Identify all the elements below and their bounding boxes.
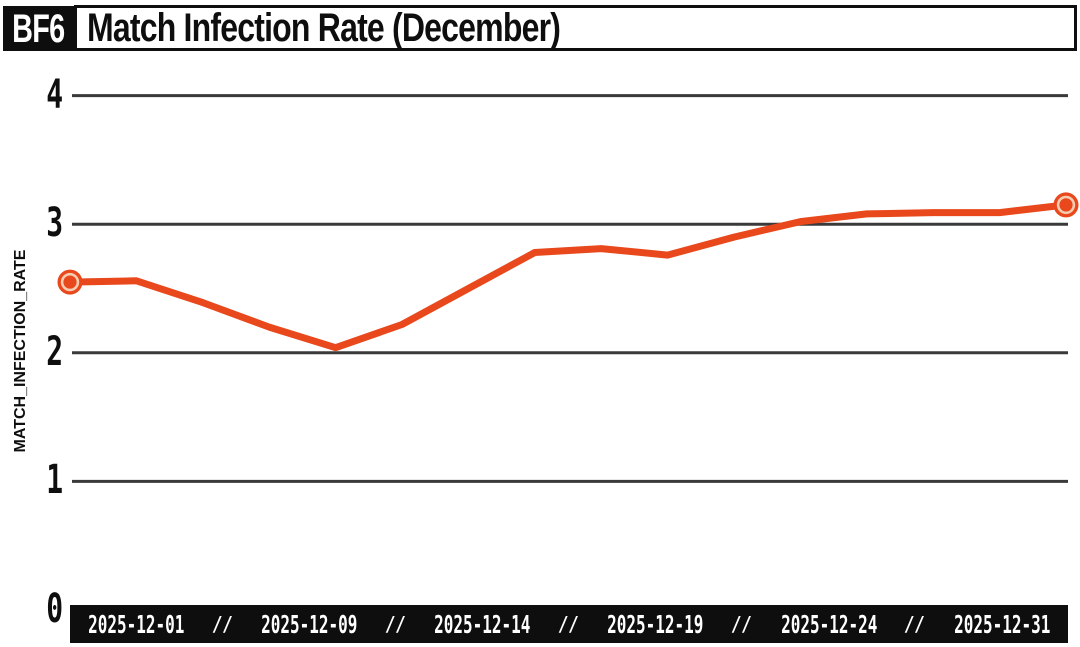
endpoint-marker-core xyxy=(63,275,77,289)
y-tick-value: 2 xyxy=(46,328,63,375)
x-tick-separator: // xyxy=(212,612,233,636)
bf6-badge: BF6 xyxy=(3,6,74,51)
y-tick-value: 3 xyxy=(46,200,63,247)
x-tick-date: 2025-12-09 xyxy=(261,609,358,639)
y-tick-value: 4 xyxy=(46,71,63,118)
x-tick-separator: // xyxy=(385,612,407,636)
x-tick-label: 2025-12-19 xyxy=(604,612,708,637)
y-tick-value: 1 xyxy=(46,457,63,504)
x-tick-label: 2025-12-24 xyxy=(777,612,881,637)
x-tick-label: 2025-12-31 xyxy=(950,612,1054,637)
x-tick-label: 2025-12-01 xyxy=(84,612,188,637)
y-tick-label: 1 xyxy=(0,461,63,501)
endpoint-marker-core xyxy=(1059,198,1073,212)
x-tick-separator: // xyxy=(731,612,753,636)
x-tick-date: 2025-12-14 xyxy=(434,609,531,639)
y-tick-label: 4 xyxy=(0,75,63,115)
x-tick-date: 2025-12-19 xyxy=(607,609,704,639)
bf6-badge-label: BF6 xyxy=(12,6,65,51)
x-tick-date: 2025-12-24 xyxy=(780,609,877,639)
x-tick-date: 2025-12-01 xyxy=(87,609,185,639)
chart-title-box: Match Infection Rate (December) xyxy=(74,5,1077,51)
y-tick-value: 0 xyxy=(46,586,63,633)
x-tick-label: 2025-12-09 xyxy=(257,612,361,637)
y-tick-label: 3 xyxy=(0,203,63,243)
x-tick-separator: // xyxy=(905,612,926,636)
y-tick-label: 2 xyxy=(0,332,63,372)
chart-title: Match Infection Rate (December) xyxy=(87,6,561,50)
y-tick-label: 0 xyxy=(0,589,63,629)
data-line xyxy=(66,201,1070,352)
x-axis-bar: 2025-12-01 // 2025-12-09 // 2025-12-14 // 2025… xyxy=(70,605,1068,643)
x-tick-separator: // xyxy=(558,612,580,636)
x-tick-date: 2025-12-31 xyxy=(953,609,1051,639)
x-tick-label: 2025-12-14 xyxy=(430,612,534,637)
